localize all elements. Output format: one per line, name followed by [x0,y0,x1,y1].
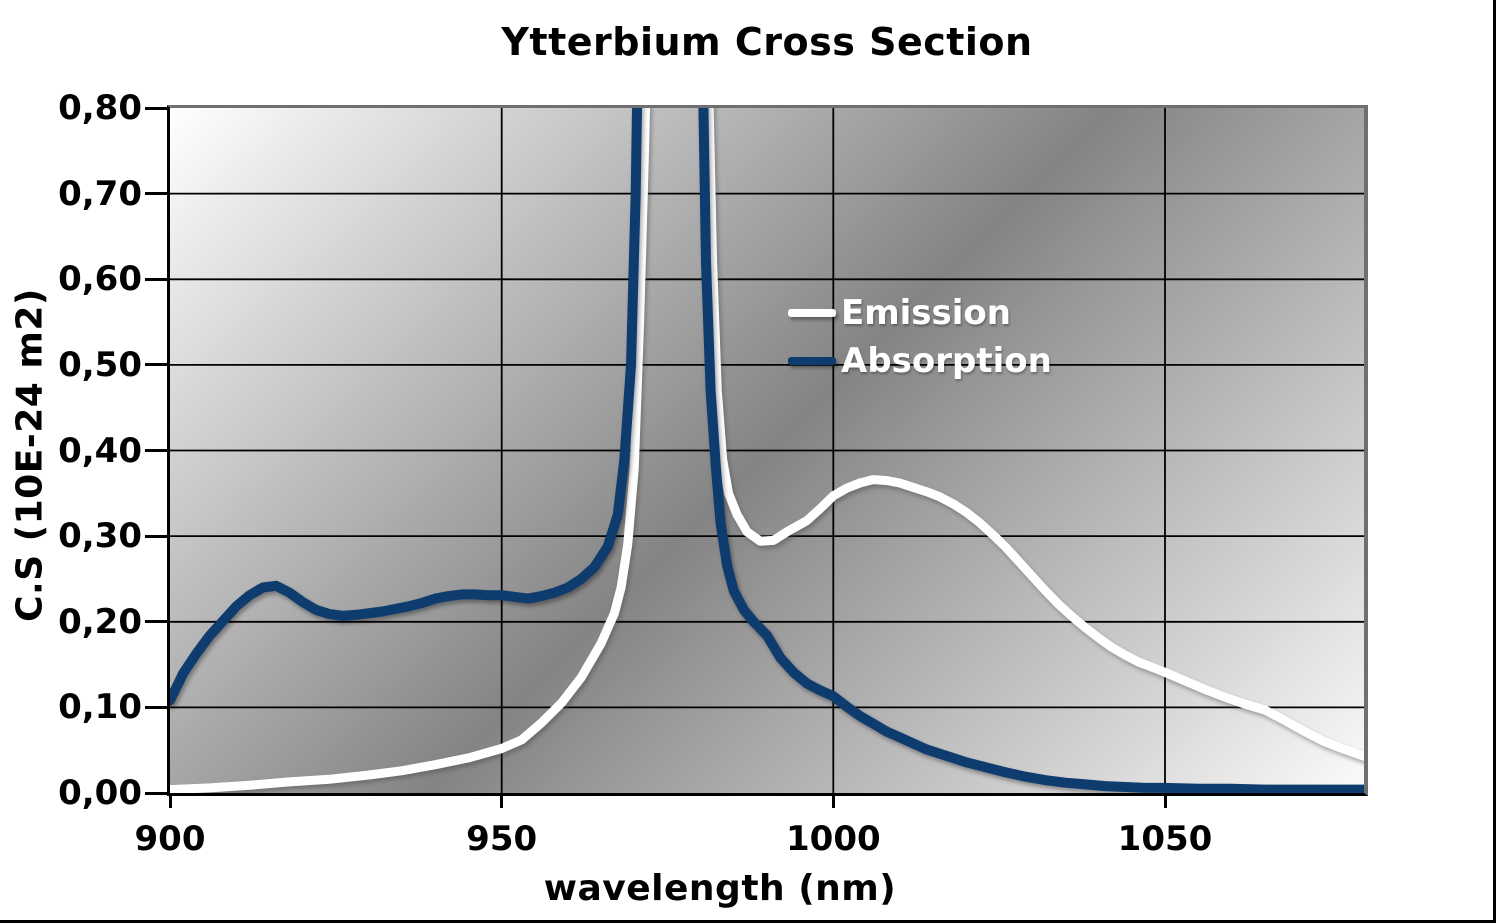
y-axis-tick-mark [145,106,167,110]
absorption-curve [170,108,1364,793]
y-axis-tick-label: 0,20 [58,601,142,642]
legend-item-emission: Emission [788,293,1011,333]
y-axis-tick-mark [145,363,167,367]
y-axis-tick-mark [145,620,167,624]
y-axis-tick-label: 0,80 [58,88,142,128]
x-axis-title: wavelength (nm) [543,868,897,909]
y-axis-tick-mark [145,449,167,452]
y-axis-tick-label: 0,60 [58,259,142,300]
y-axis-tick-mark [145,277,167,281]
y-axis-tick-mark [145,534,167,538]
x-axis-tick-mark [500,794,504,808]
y-axis-tick-mark [145,791,167,795]
absorption-line-swatch [788,357,836,365]
legend-label-absorption: Absorption [841,341,1052,381]
x-axis-tick-mark [1163,794,1167,808]
y-axis-tick-label: 0,40 [58,430,142,471]
y-axis-tick-mark [145,192,167,196]
emission-line-swatch [788,309,836,317]
plot-canvas [170,108,1364,793]
x-axis-tick-mark [831,794,835,808]
legend-label-emission: Emission [841,293,1011,333]
x-axis-tick-label: 950 [466,819,538,859]
x-axis-tick-label: 1050 [1117,819,1213,859]
y-axis-tick-mark [145,705,167,709]
emission-curve [170,108,1364,793]
plot-area [167,105,1368,796]
y-axis-tick-label: 0,70 [58,173,142,214]
y-axis-tick-label: 0,00 [58,773,142,813]
x-axis-tick-label: 1000 [786,819,881,859]
chart-title: Ytterbium Cross Section [501,20,1033,64]
x-axis-tick-label: 900 [134,819,206,859]
y-axis-tick-label: 0,50 [58,344,142,385]
y-axis-tick-label: 0,30 [58,516,142,557]
y-axis-title: C.S (10E-24 m2) [9,288,51,622]
x-axis-tick-mark [168,794,172,808]
y-axis-tick-label: 0,10 [58,687,142,728]
legend-item-absorption: Absorption [788,341,1052,381]
